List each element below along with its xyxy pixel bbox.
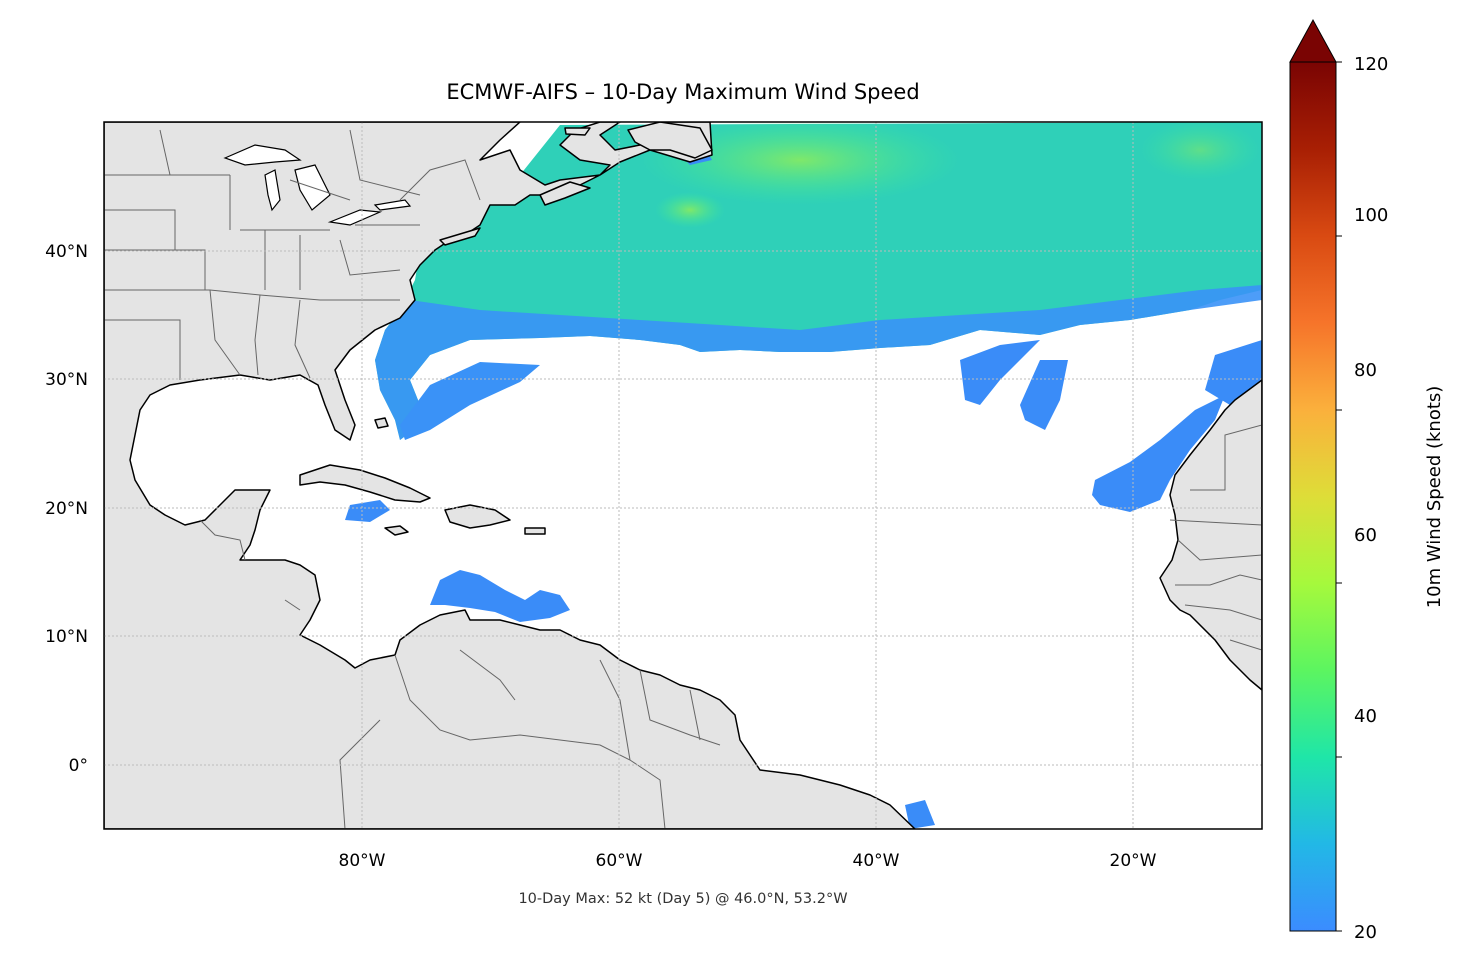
x-tick-label: 40°W — [853, 851, 900, 871]
anticosti — [564, 127, 591, 136]
colorbar-tick-label: 60 — [1354, 525, 1377, 546]
state-and-country-borders — [104, 129, 1262, 829]
wind-swath-gulfstream-tail — [400, 362, 540, 440]
colorbar-tick-label: 120 — [1354, 54, 1388, 75]
wind-swath-caribbean — [430, 570, 570, 622]
colorbar: 20 40 60 80 100 120 10m Wind Speed (knot… — [1289, 18, 1445, 943]
lake-erie — [327, 209, 383, 226]
wind-swath-east-2 — [1020, 360, 1068, 430]
colorbar-tick-label: 80 — [1354, 360, 1377, 381]
puerto-rico — [524, 527, 546, 535]
colorbar-tick-label: 20 — [1354, 922, 1377, 943]
y-tick-label: 40°N — [45, 242, 88, 262]
pei-ns — [539, 181, 591, 206]
x-tick-label: 60°W — [596, 851, 643, 871]
jamaica — [384, 525, 409, 536]
x-tick-label: 20°W — [1110, 851, 1157, 871]
gridlines — [104, 122, 1262, 829]
colorbar-tick-labels: 20 40 60 80 100 120 — [1354, 54, 1388, 943]
wind-max-area — [640, 122, 960, 205]
wind-max-area-3 — [1140, 122, 1260, 180]
wind-swath-north-atlantic — [375, 122, 1262, 440]
hispaniola — [444, 504, 511, 529]
lake-superior — [223, 144, 302, 166]
y-tick-label: 10°N — [45, 627, 88, 647]
long-island — [439, 227, 481, 246]
colorbar-label: 10m Wind Speed (knots) — [1424, 386, 1445, 609]
wind-swath-canary — [1092, 395, 1225, 512]
wind-swath-southern-edge — [375, 285, 1262, 440]
bahamas — [374, 417, 389, 429]
colorbar-tick-label: 100 — [1354, 205, 1388, 226]
newfoundland — [627, 122, 713, 159]
footnote: 10-Day Max: 52 kt (Day 5) @ 46.0°N, 53.2… — [518, 891, 847, 907]
map-frame — [103, 121, 1263, 830]
y-tick-label: 0° — [69, 756, 88, 776]
map-panel — [104, 122, 1262, 829]
wind-swath-brazil — [905, 800, 935, 829]
wind-swath-east-1 — [960, 340, 1040, 405]
colorbar-extend-arrow — [1289, 18, 1337, 63]
x-tick-labels: 80°W 60°W 40°W 20°W — [339, 851, 1157, 871]
cuba — [299, 464, 431, 503]
lake-michigan — [264, 169, 281, 212]
y-tick-label: 20°N — [45, 499, 88, 519]
map-title: ECMWF-AIFS – 10-Day Maximum Wind Speed — [446, 80, 919, 104]
wind-swath-cuba-south — [345, 500, 390, 522]
colorbar-tick-label: 40 — [1354, 706, 1377, 727]
y-tick-label: 30°N — [45, 370, 88, 390]
colorbar-gradient — [1289, 61, 1337, 932]
wind-swath-east-3 — [1205, 340, 1262, 405]
y-tick-labels: 40°N 30°N 20°N 10°N 0° — [45, 242, 88, 776]
colorbar-ticks — [1336, 61, 1342, 932]
wind-max-area-2 — [655, 192, 725, 228]
lake-ontario — [373, 199, 412, 211]
x-tick-label: 80°W — [339, 851, 386, 871]
